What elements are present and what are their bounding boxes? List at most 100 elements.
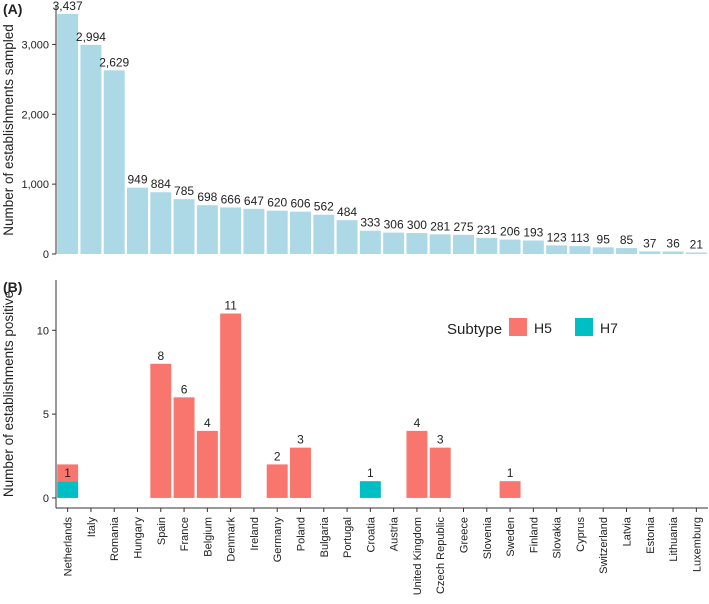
x-tick-label-switzerland: Switzerland [598,517,610,574]
x-tick-label-belgium: Belgium [202,517,214,557]
bar-sampled-netherlands [57,13,79,254]
x-tick-label-greece: Greece [459,517,471,553]
bar-label-sampled-sweden: 206 [500,225,520,239]
bar-positive-h7-netherlands [57,481,79,498]
panel-b-label: (B) [3,279,22,295]
bar-sampled-portugal [336,220,358,254]
bar-label-positive-croatia: 1 [367,466,374,480]
bar-label-sampled-czech-republic: 281 [430,219,450,233]
x-tick-label-sweden: Sweden [505,517,517,557]
x-tick-label-netherlands: Netherlands [63,517,75,577]
bar-label-sampled-germany: 620 [267,196,287,210]
bar-label-positive-denmark: 11 [224,299,237,313]
bar-label-sampled-bulgaria: 562 [314,200,334,214]
x-tick-label-italy: Italy [86,517,98,538]
bar-positive-h5-czech-republic [429,447,451,498]
panel-b-y-axis-title: Number of establishments positive [1,291,16,497]
bar-sampled-italy [80,44,102,254]
bar-label-sampled-ireland: 647 [244,194,264,208]
bar-sampled-greece [453,234,474,254]
bar-label-sampled-poland: 606 [290,197,310,211]
bar-label-positive-belgium: 4 [204,416,211,430]
x-tick-label-estonia: Estonia [645,516,657,554]
bar-label-sampled-belgium: 698 [197,190,217,204]
bar-label-sampled-latvia: 85 [620,233,634,247]
bar-label-sampled-croatia: 333 [360,216,380,230]
bar-sampled-switzerland [592,247,614,254]
bar-sampled-slovenia [476,237,498,254]
x-tick-label-croatia: Croatia [365,516,377,552]
bar-sampled-bulgaria [313,214,335,254]
bar-label-sampled-romania: 2,629 [99,55,129,69]
bar-label-sampled-netherlands: 3,437 [53,0,83,13]
bar-sampled-latvia [616,248,637,254]
x-tick-label-bulgaria: Bulgaria [319,516,331,557]
x-tick-label-hungary: Hungary [133,517,145,559]
bar-label-sampled-hungary: 949 [127,173,147,187]
bar-label-sampled-spain: 884 [151,177,171,191]
panel-b-y-tick-label: 0 [43,493,49,505]
bar-positive-h5-poland [290,447,311,498]
x-tick-label-slovakia: Slovakia [552,516,564,558]
panel-a-sampled-chart: (A) Number of establishments sampled 0 1,00… [1,0,707,261]
legend-label-h7: H7 [600,320,618,336]
x-tick-label-germany: Germany [272,517,284,563]
bar-sampled-germany [266,210,288,254]
bar-label-sampled-italy: 2,994 [76,30,106,44]
bar-label-positive-united-kingdom: 4 [414,416,421,430]
bar-positive-h5-germany [266,464,288,498]
bar-sampled-austria [383,232,405,254]
bar-sampled-ireland [243,208,265,254]
panel-b-y-tick-label: 10 [37,325,49,337]
bar-sampled-lithuania [662,251,684,254]
bar-label-positive-netherlands: 1 [64,466,71,480]
x-tick-label-spain: Spain [156,517,168,545]
bar-label-sampled-estonia: 37 [643,236,657,250]
x-tick-label-lithuania: Lithuania [668,516,680,562]
bar-positive-h5-spain [150,363,172,498]
bar-label-positive-poland: 3 [297,433,304,447]
bar-sampled-cyprus [569,246,591,254]
x-tick-label-poland: Poland [296,517,308,551]
x-tick-label-denmark: Denmark [226,517,238,562]
bar-sampled-romania [103,70,125,255]
bar-sampled-united-kingdom [406,233,428,254]
bar-positive-h5-netherlands [57,464,79,482]
bar-label-sampled-austria: 306 [384,218,404,232]
panel-a-y-tick-label: 1,000 [21,179,49,191]
bar-label-positive-sweden: 1 [507,466,514,480]
legend-label-h5: H5 [534,320,552,336]
x-tick-label-ireland: Ireland [249,517,261,551]
bar-sampled-czech-republic [429,234,451,254]
panel-a-label: (A) [3,1,22,17]
x-tick-label-austria: Austria [389,516,401,551]
x-tick-label-slovenia: Slovenia [482,516,494,559]
bar-label-sampled-slovenia: 231 [477,223,497,237]
bar-sampled-poland [290,211,311,254]
bar-sampled-croatia [359,230,381,254]
legend-swatch-h5 [509,318,527,336]
x-tick-label-czech-republic: Czech Republic [435,517,447,595]
legend-swatch-h7 [575,318,593,336]
bar-sampled-finland [522,240,544,254]
bar-sampled-estonia [639,251,661,254]
bar-positive-h5-france [173,397,195,498]
panel-b-positive-chart: (B)Number of establishments positive 0 5 10… [1,279,708,509]
bar-sampled-france [173,199,195,254]
x-tick-label-finland: Finland [528,517,540,553]
bar-label-sampled-lithuania: 36 [666,236,680,250]
bar-sampled-luxemburg [685,252,707,254]
x-tick-label-latvia: Latvia [622,516,634,546]
bar-positive-h5-denmark [220,313,242,498]
bar-label-positive-czech-republic: 3 [437,433,444,447]
panel-a-y-axis-title: Number of establishments sampled [1,24,16,236]
bar-label-sampled-denmark: 666 [221,192,241,206]
x-tick-label-france: France [179,517,191,551]
bar-label-sampled-france: 785 [174,184,194,198]
bar-label-sampled-switzerland: 95 [597,232,611,246]
country-axis-labels: Netherlands Italy Romania Hungary Spain Franc… [63,508,703,595]
legend-title: Subtype [447,321,502,338]
bar-positive-h7-croatia [359,481,381,498]
panel-a-y-tick-label: 3,000 [21,39,49,51]
